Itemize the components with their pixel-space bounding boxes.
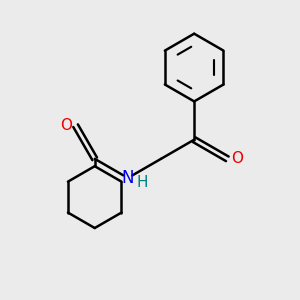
Text: N: N (122, 169, 134, 187)
Text: O: O (231, 151, 243, 166)
Text: H: H (136, 175, 148, 190)
Text: O: O (60, 118, 72, 133)
